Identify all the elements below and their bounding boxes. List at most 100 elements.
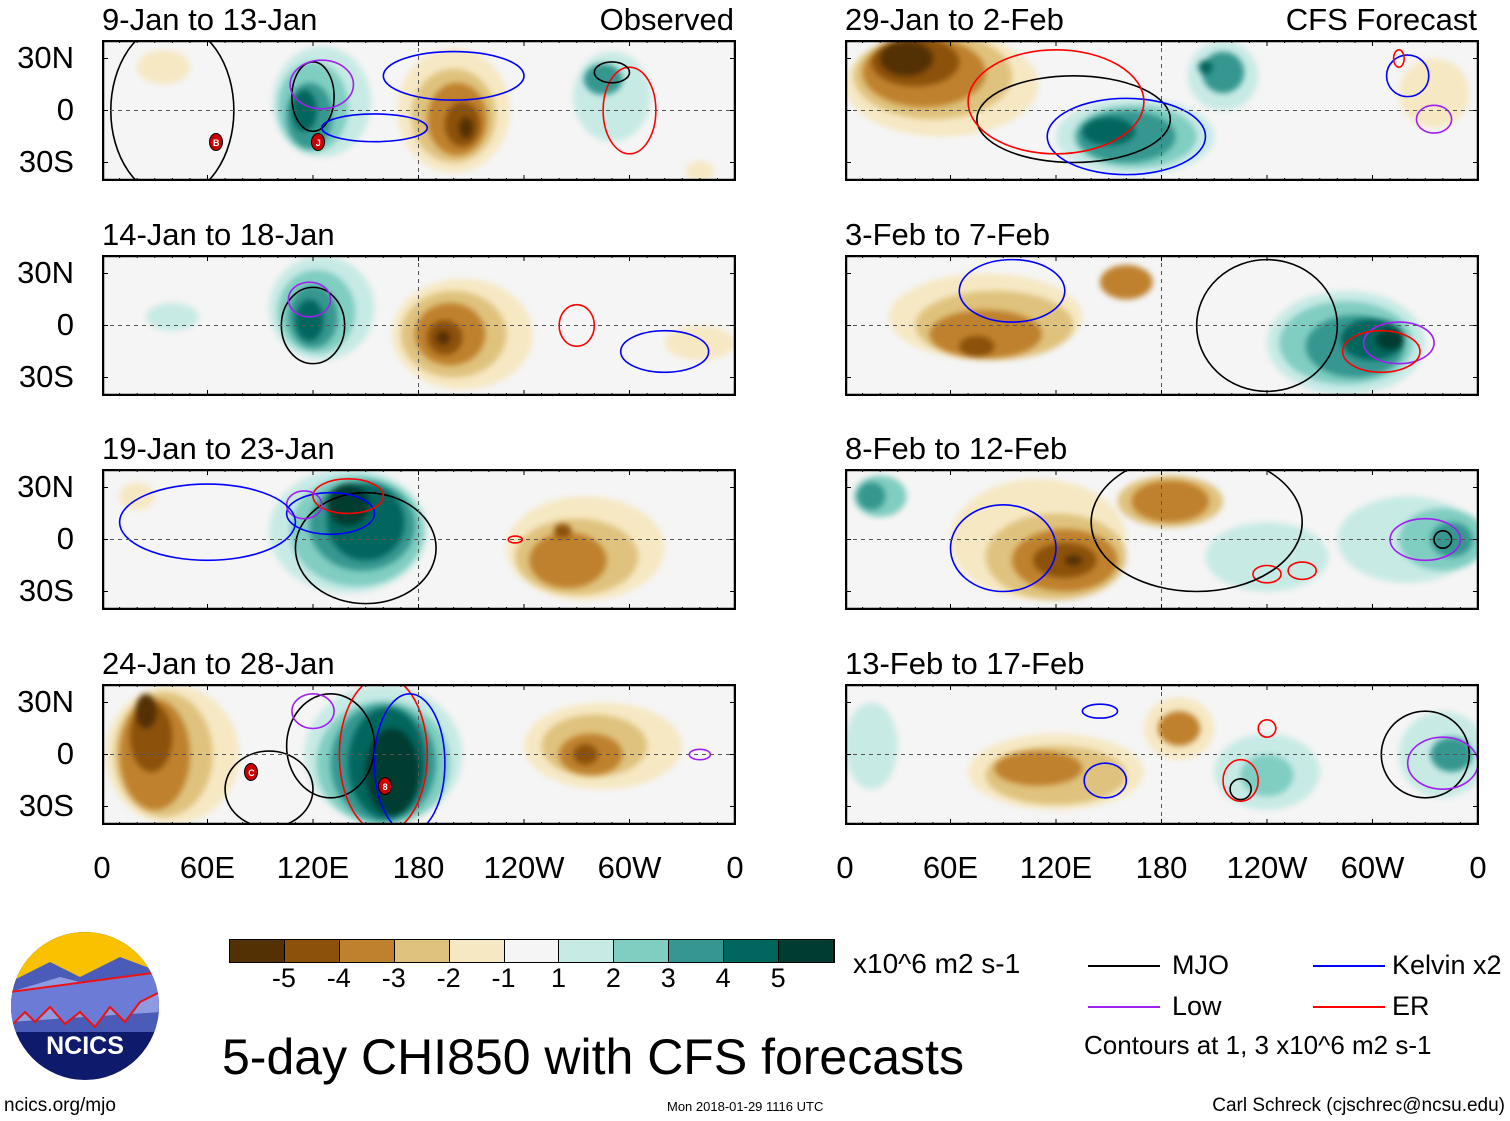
- wave-contour: [1081, 703, 1119, 719]
- wave-contour: [1046, 97, 1207, 176]
- lat-tick-label: 30N: [17, 469, 74, 504]
- colorbar-swatch: [559, 940, 615, 962]
- chi-anomaly-area: [664, 325, 735, 361]
- lon-tick-label: 120E: [276, 850, 350, 885]
- colorbar: [229, 939, 835, 963]
- wave-contour: [289, 59, 355, 110]
- wave-contour: [291, 61, 335, 133]
- colorbar-tick-label: -5: [271, 963, 296, 993]
- tropical-cyclone-icon: C: [244, 762, 259, 781]
- footer-timestamp: Mon 2018-01-29 1116 UTC: [667, 1099, 824, 1114]
- panel-label: Observed: [599, 2, 734, 37]
- chi-anomaly-area: [1201, 51, 1245, 94]
- wave-contour: [1229, 777, 1252, 801]
- chi-anomaly-area: [857, 482, 886, 511]
- lat-tick-label: 30S: [18, 573, 74, 608]
- legend-low-label: Low: [1172, 991, 1222, 1021]
- lon-tick-label: 120W: [1226, 850, 1308, 885]
- lon-tick-label: 120E: [1019, 850, 1093, 885]
- colorbar-units: x10^6 m2 s-1: [853, 948, 1021, 979]
- colorbar-swatch: [724, 940, 780, 962]
- tropical-cyclone-icon: 8: [378, 776, 393, 795]
- map-panel: [102, 469, 736, 610]
- colorbar-tick-label: -1: [491, 963, 516, 993]
- wave-contour: [967, 49, 1145, 155]
- colorbar-tick-label: -4: [326, 963, 351, 993]
- map-panel: [845, 469, 1479, 610]
- footer-url[interactable]: ncics.org/mjo: [4, 1095, 116, 1116]
- svg-text:NCICS: NCICS: [46, 1032, 124, 1060]
- wave-contour: [1362, 321, 1435, 365]
- tropical-cyclone-icon: B: [209, 132, 224, 151]
- wave-contour: [1090, 469, 1303, 593]
- footer-author: Carl Schreck (cjschrec@ncsu.edu): [1212, 1095, 1505, 1116]
- lat-tick-label: 30N: [17, 40, 74, 75]
- chi-anomaly-area: [1240, 754, 1294, 797]
- colorbar-swatch: [339, 940, 395, 962]
- colorbar-tick-label: 2: [605, 963, 621, 993]
- chi-anomaly-area: [553, 523, 572, 538]
- wave-contour: [373, 693, 446, 825]
- lat-tick-label: 30N: [17, 255, 74, 290]
- chi-anomaly-area: [529, 532, 607, 589]
- chi-anomaly-area: [1064, 555, 1083, 566]
- wave-contour: [1257, 719, 1277, 738]
- panel-title: 13-Feb to 17-Feb: [845, 646, 1085, 681]
- map-panel: [845, 40, 1479, 181]
- chi-anomaly-area: [1340, 318, 1405, 361]
- colorbar-tick-label: 4: [715, 963, 731, 993]
- lat-tick-label: 30S: [18, 788, 74, 823]
- chi-anomaly-area: [365, 728, 419, 816]
- wave-contour: [619, 329, 710, 374]
- colorbar-swatch: [669, 940, 725, 962]
- lon-tick-label: 180: [1135, 850, 1188, 885]
- panel-label: CFS Forecast: [1285, 2, 1477, 37]
- chi-anomaly-area: [1398, 58, 1470, 128]
- lat-tick-label: 30S: [18, 144, 74, 179]
- ncics-logo: NCICS: [11, 932, 159, 1080]
- wave-contour: [118, 483, 297, 562]
- wave-contour: [294, 491, 437, 605]
- tropical-cyclone-icon: J: [311, 132, 326, 151]
- lon-tick-label: 0: [93, 850, 111, 885]
- legend-er-label: ER: [1392, 991, 1430, 1021]
- legend-mjo-label: MJO: [1172, 950, 1229, 980]
- colorbar-swatch: [779, 940, 834, 962]
- wave-contour: [312, 478, 385, 515]
- lat-tick-label: 30N: [17, 684, 74, 719]
- chi-anomaly-area: [685, 160, 714, 181]
- chi-anomaly-area: [1131, 480, 1209, 523]
- chi-anomaly-area: [145, 302, 199, 331]
- chi-anomaly-area: [436, 330, 451, 345]
- wave-contour: [976, 75, 1172, 164]
- chi-anomaly-area: [1157, 711, 1201, 746]
- panel-title: 8-Feb to 12-Feb: [845, 431, 1068, 466]
- legend-kelvin-label: Kelvin x2: [1392, 950, 1502, 980]
- contour-note: Contours at 1, 3 x10^6 m2 s-1: [1084, 1030, 1432, 1060]
- lon-tick-label: 0: [1469, 850, 1487, 885]
- wave-contour: [1252, 564, 1282, 584]
- chi-anomaly-area: [845, 702, 898, 790]
- lon-tick-label: 0: [836, 850, 854, 885]
- map-panel: [845, 684, 1479, 825]
- lon-tick-label: 60W: [597, 850, 662, 885]
- legend-mjo-line: [1088, 965, 1160, 967]
- map-panel: [102, 40, 736, 181]
- wave-contour: [1341, 329, 1421, 374]
- wave-contour: [338, 684, 429, 825]
- panel-title: 19-Jan to 23-Jan: [102, 431, 335, 466]
- wave-contour: [291, 693, 335, 730]
- figure-title: 5-day CHI850 with CFS forecasts: [222, 1029, 964, 1085]
- panel-title: 24-Jan to 28-Jan: [102, 646, 335, 681]
- wave-contour: [285, 693, 376, 799]
- chi-anomaly-area: [1430, 737, 1473, 772]
- lat-tick-label: 0: [56, 92, 74, 127]
- wave-contour: [507, 535, 524, 544]
- lat-tick-label: 0: [56, 736, 74, 771]
- colorbar-tick-label: -2: [436, 963, 461, 993]
- wave-contour: [1222, 758, 1260, 803]
- chi-anomaly-area: [119, 482, 155, 511]
- lon-tick-label: 0: [726, 850, 744, 885]
- legend-kelvin-line: [1313, 965, 1385, 967]
- colorbar-swatch: [614, 940, 670, 962]
